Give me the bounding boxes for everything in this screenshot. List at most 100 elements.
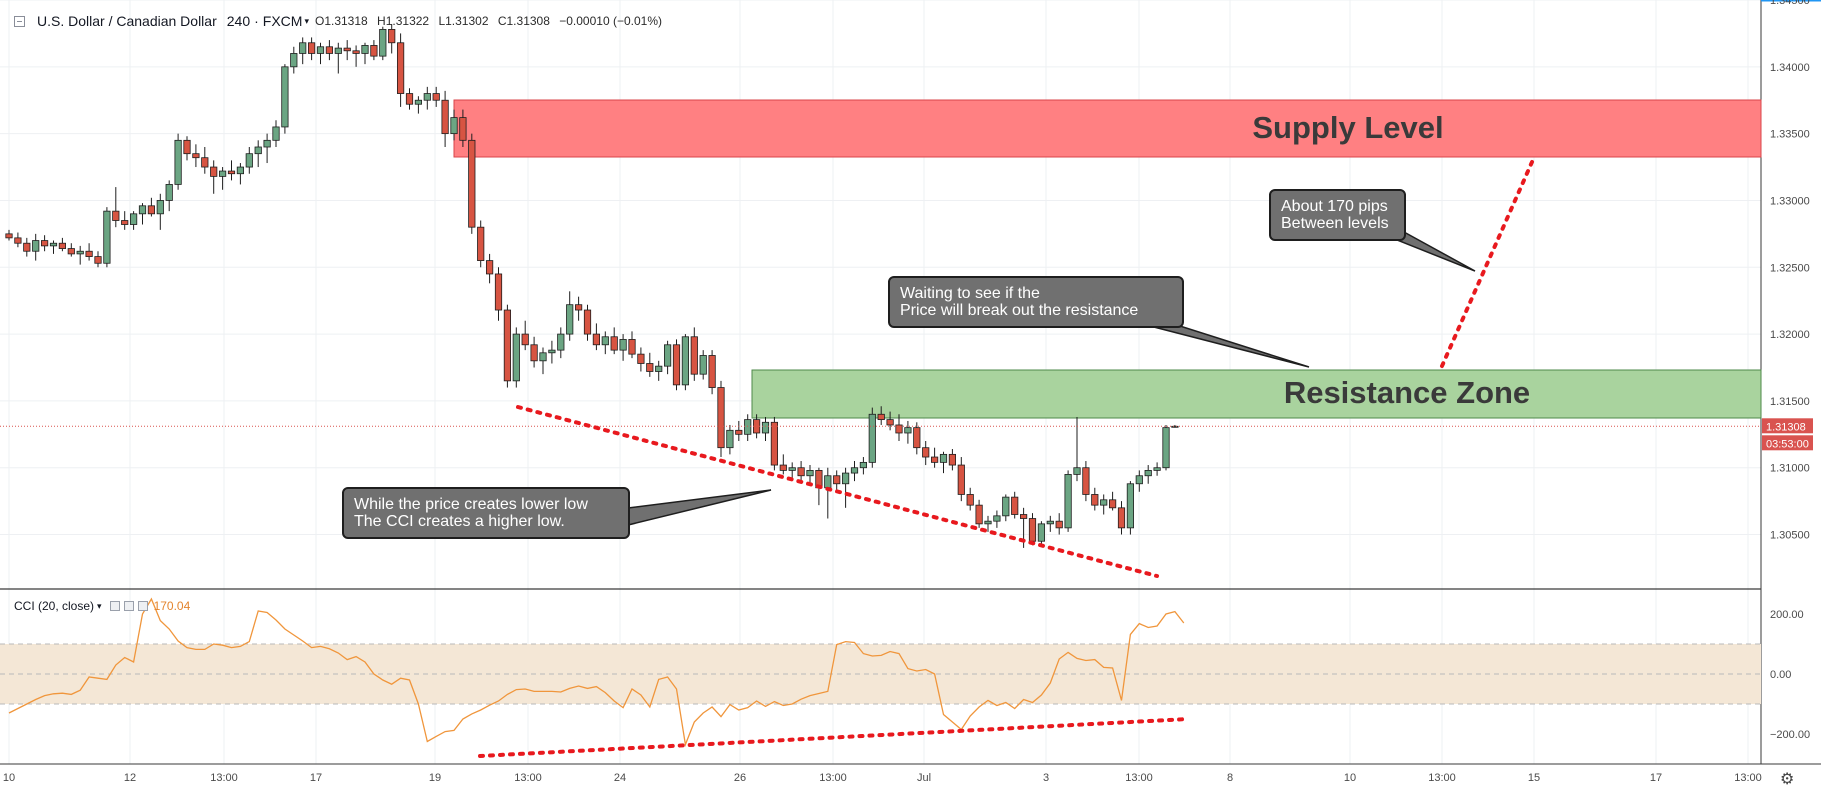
indicator-value: 170.04 — [153, 599, 191, 613]
price-tick-label: 1.33000 — [1770, 195, 1810, 207]
interval-label[interactable]: 240 — [226, 13, 251, 29]
candle-body — [655, 365, 663, 372]
candle-body — [744, 419, 752, 435]
candle-body — [1100, 499, 1108, 506]
candle-body — [993, 515, 1001, 522]
time-tick-label: 13:00 — [819, 772, 847, 784]
candle-body — [1020, 514, 1028, 519]
candle-body — [138, 205, 147, 215]
candle-body — [67, 248, 75, 255]
candle-body — [459, 117, 467, 141]
candle-body — [931, 456, 939, 463]
cci-tick-label: 200.00 — [1770, 609, 1804, 621]
candle-body — [307, 42, 316, 54]
price-tick-label: 1.31500 — [1770, 396, 1810, 408]
candle-body — [85, 250, 93, 257]
candle-body — [254, 146, 262, 155]
candle-body — [370, 45, 378, 57]
candle-body — [690, 336, 698, 375]
candle-body — [1126, 483, 1134, 529]
candle-body — [58, 242, 67, 249]
time-tick-label: 26 — [734, 772, 746, 784]
candle-body — [485, 260, 494, 275]
cci-tick-label: 0.00 — [1770, 669, 1791, 681]
candle-body — [726, 429, 734, 449]
time-tick-label: 10 — [3, 772, 15, 784]
candle-body — [41, 240, 49, 247]
candle-body — [192, 153, 200, 159]
time-tick-label: 13:00 — [1734, 772, 1762, 784]
candle-body — [210, 166, 218, 177]
candle-body — [468, 139, 476, 228]
candle-body — [557, 333, 565, 351]
supply-level-label: Supply Level — [1252, 110, 1443, 145]
candle-body — [1002, 496, 1010, 517]
candle-body — [432, 93, 440, 101]
candle-body — [281, 66, 289, 128]
indicator-label[interactable]: CCI (20, close) — [14, 599, 95, 613]
time-tick-label: 12 — [124, 772, 136, 784]
candle-body — [868, 413, 876, 463]
candle-body — [183, 139, 191, 155]
candle-body — [699, 355, 707, 375]
candle-body — [939, 453, 948, 463]
visibility-icon[interactable] — [109, 601, 120, 611]
candle-body — [850, 467, 859, 474]
chevron-down-icon[interactable]: ▾ — [97, 600, 102, 611]
candle-body — [23, 242, 31, 252]
candle-body — [494, 273, 503, 311]
candle-body — [316, 46, 325, 54]
price-badge — [1762, 418, 1813, 434]
candle-body — [913, 427, 921, 449]
candle-body — [575, 304, 583, 311]
change-value: −0.00010 (−0.01%) — [559, 14, 662, 28]
price-tick-label: 1.30500 — [1770, 530, 1810, 542]
chevron-down-icon[interactable]: ▾ — [304, 15, 309, 26]
candles — [5, 24, 1179, 548]
candle-body — [227, 170, 236, 175]
indicator-header: CCI (20, close) ▾ 170.04 — [14, 598, 190, 614]
collapse-icon[interactable] — [14, 15, 25, 27]
candle-body — [548, 349, 556, 354]
cci-higher-low-trendline — [478, 717, 1190, 758]
candle-body — [1091, 494, 1099, 506]
candle-body — [539, 352, 547, 362]
price-tick-label: 1.32000 — [1770, 329, 1810, 341]
symbol-name[interactable]: U.S. Dollar / Canadian Dollar — [37, 13, 217, 29]
candle-body — [948, 453, 957, 466]
price-tick-label: 1.34500 — [1770, 0, 1810, 7]
settings-icon[interactable] — [123, 601, 134, 611]
candle-body — [263, 139, 271, 148]
candle-body — [521, 333, 529, 346]
candle-body — [94, 256, 102, 264]
candle-body — [361, 45, 369, 54]
candle-body — [112, 210, 120, 221]
candle-body — [503, 309, 512, 382]
candle-body — [32, 240, 40, 252]
candle-body — [619, 339, 627, 351]
candle-body — [290, 53, 298, 68]
candle-body — [601, 336, 609, 346]
candle-body — [833, 475, 841, 485]
candle-body — [156, 200, 164, 215]
close-icon[interactable] — [137, 601, 148, 611]
candle-body — [450, 117, 458, 135]
candle-body — [770, 421, 779, 466]
time-tick-label: 19 — [429, 772, 441, 784]
candle-body — [708, 355, 716, 388]
candle-body — [405, 93, 414, 105]
candle-body — [877, 413, 885, 421]
exchange-label[interactable]: FXCM — [262, 13, 303, 29]
candle-body — [165, 184, 173, 201]
candle-body — [1046, 520, 1054, 525]
callout-pips: About 170 pips Between levels — [1269, 189, 1406, 241]
low-value: L1.31302 — [438, 14, 489, 28]
axes: 1.30500 1.31000 1.31500 1.32000 1.32500 1.330… — [3, 0, 1813, 784]
gear-icon[interactable]: ⚙ — [1780, 771, 1795, 788]
candle-body — [788, 467, 796, 471]
high-value: H1.31322 — [377, 14, 430, 28]
candle-body — [218, 170, 227, 177]
candle-body — [1153, 467, 1161, 471]
